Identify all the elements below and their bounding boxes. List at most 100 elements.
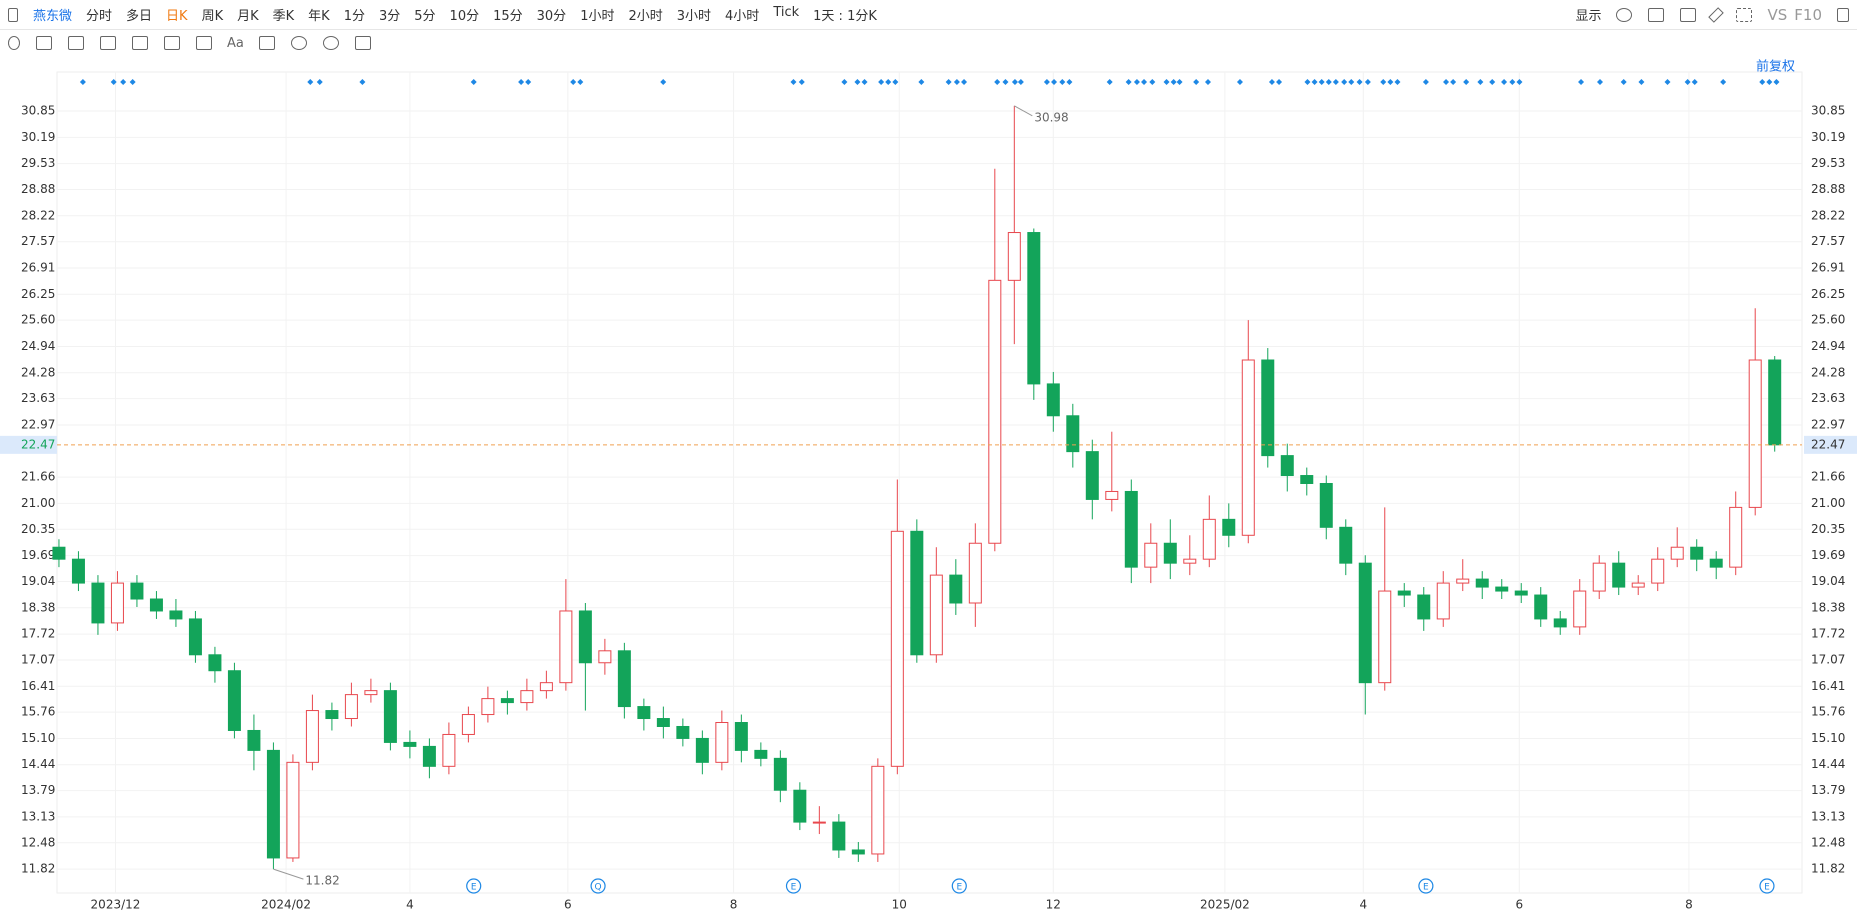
event-dot: [1268, 79, 1275, 85]
event-dot: [798, 79, 805, 85]
event-dot: [918, 79, 925, 85]
y-tick-label: 25.60: [21, 313, 55, 327]
candle-body: [188, 618, 202, 656]
note-tool[interactable]: [258, 36, 275, 50]
period-button[interactable]: 30分: [536, 9, 567, 24]
event-dot: [1059, 79, 1066, 85]
display-menu[interactable]: 显示: [1575, 9, 1602, 24]
period-button[interactable]: 多日: [126, 9, 153, 24]
candle-body: [344, 694, 358, 720]
candle-body: [266, 749, 280, 859]
y-tick-label: 26.25: [21, 287, 55, 301]
period-button[interactable]: 1天 : 1分K: [813, 9, 877, 24]
candle-body: [968, 542, 982, 604]
channel-tool[interactable]: [68, 36, 84, 50]
measure-tool[interactable]: [164, 36, 180, 50]
event-dot: [861, 79, 868, 85]
y-tick-label: 28.22: [1811, 208, 1845, 222]
candle-body: [1436, 582, 1450, 620]
y-tick-label: 21.00: [21, 496, 55, 510]
candle-body: [1417, 594, 1431, 620]
period-button[interactable]: 月K: [237, 9, 259, 24]
x-tick-label: 4: [1359, 898, 1367, 912]
layout-icon[interactable]: [1648, 7, 1665, 22]
move-tool[interactable]: [8, 36, 20, 50]
fullscreen-icon[interactable]: [1736, 7, 1753, 22]
adjust-mode: 前复权: [1756, 59, 1795, 75]
candle-body: [130, 582, 144, 600]
period-button[interactable]: 15分: [493, 9, 523, 24]
candle-body: [1514, 590, 1528, 596]
period-button[interactable]: 日K: [166, 9, 188, 24]
y-tick-label: 29.53: [1811, 156, 1845, 170]
right-tools: 显示 VS F10: [1568, 5, 1857, 24]
period-button[interactable]: 2小时: [628, 9, 663, 24]
candle-body: [559, 610, 573, 684]
period-button[interactable]: 4小时: [725, 9, 760, 24]
y-tick-label: 30.85: [21, 104, 55, 118]
candle-body: [871, 765, 885, 855]
candle-body: [52, 546, 66, 560]
candle-body: [1261, 359, 1275, 457]
delete-tool[interactable]: [354, 36, 371, 50]
sidebar-toggle[interactable]: [8, 7, 18, 22]
candle-body: [929, 574, 943, 656]
wave-tool[interactable]: [100, 36, 116, 50]
event-dot: [1325, 79, 1332, 85]
event-dot: [1236, 79, 1243, 85]
period-toolbar: 燕东微 分时 多日 日K 周K 月K 季K 年K 1分 3分 5分 10分 15分 30分 1小时 2小时 3…: [0, 0, 1857, 30]
period-button[interactable]: 5分: [414, 9, 436, 24]
event-dot: [1463, 79, 1470, 85]
y-tick-label: 19.04: [21, 574, 55, 588]
text-tool[interactable]: Aa: [227, 35, 244, 51]
period-button[interactable]: 1小时: [580, 9, 615, 24]
lock-tool[interactable]: [322, 36, 339, 50]
period-button[interactable]: 分时: [86, 9, 113, 24]
candle-body: [793, 789, 807, 823]
candle-body: [1339, 526, 1353, 564]
y-tick-label: 15.76: [1811, 705, 1845, 719]
candle-body: [1066, 415, 1080, 453]
event-dot: [660, 79, 667, 85]
candle-body: [617, 650, 631, 708]
period-button[interactable]: 3小时: [676, 9, 712, 24]
period-button[interactable]: 1分: [343, 9, 365, 24]
event-dot: [854, 79, 861, 85]
magnet-tool[interactable]: [290, 36, 307, 50]
y-tick-label: 23.63: [1811, 391, 1845, 405]
period-button[interactable]: 年K: [308, 9, 330, 24]
line-tool[interactable]: [36, 36, 52, 50]
event-dot: [1766, 79, 1773, 85]
symbol[interactable]: 燕东微: [33, 9, 73, 24]
candle-body: [578, 610, 592, 664]
period-button[interactable]: Tick: [773, 5, 800, 20]
period-button[interactable]: 3分: [378, 9, 401, 24]
arrow-tool[interactable]: [196, 36, 212, 50]
period-button[interactable]: 季K: [272, 9, 295, 24]
period-button[interactable]: 10分: [449, 9, 480, 24]
vs-button[interactable]: VS: [1767, 5, 1788, 24]
fib-tool[interactable]: [132, 36, 148, 50]
pen-icon[interactable]: [1708, 6, 1725, 23]
event-marker-label: E: [471, 883, 477, 893]
event-dot: [1002, 79, 1009, 85]
camera-icon[interactable]: [1680, 7, 1697, 22]
candle-body: [676, 725, 690, 739]
y-tick-label: 16.41: [21, 679, 55, 693]
event-dot: [1276, 79, 1283, 85]
y-tick-label: 19.69: [21, 548, 55, 562]
y-tick-label: 12.48: [1811, 835, 1845, 849]
candle-body: [461, 714, 475, 735]
panel-toggle[interactable]: [1837, 7, 1849, 22]
candle-body: [208, 654, 222, 672]
event-dot: [316, 79, 323, 85]
candle-body: [286, 761, 300, 859]
y-tick-label: 26.25: [1811, 287, 1845, 301]
event-dot: [1170, 79, 1177, 85]
y-tick-label: 15.10: [1811, 731, 1845, 745]
candle-body: [1612, 562, 1626, 588]
period-button[interactable]: 周K: [201, 9, 224, 24]
f10-button[interactable]: F10: [1794, 5, 1822, 24]
event-dot: [1394, 79, 1401, 85]
settings-icon[interactable]: [1616, 7, 1633, 22]
